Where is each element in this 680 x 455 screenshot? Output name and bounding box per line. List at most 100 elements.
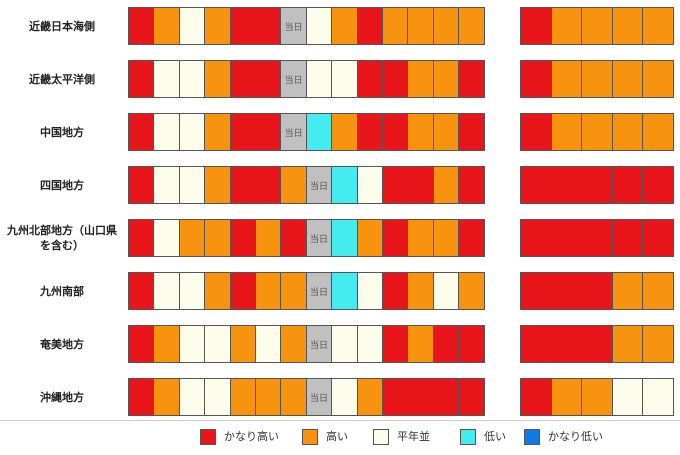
weekly-cell [642,166,674,204]
daily-cell [458,219,485,257]
daily-cell [153,272,180,310]
daily-cell [407,378,434,416]
weekly-cell [642,219,674,257]
daily-cell [305,113,333,151]
daily-cell [432,7,460,45]
region-label: 沖縄地方 [40,390,84,404]
weekly-cell [642,7,674,45]
daily-cell [280,166,307,204]
daily-cell [280,325,307,363]
daily-cell [153,60,180,98]
daily-cell [331,325,358,363]
daily-cell [356,325,383,363]
legend-label-verylow: かなり低い [548,430,603,443]
weekly-cell [581,378,613,416]
daily-cell [229,272,256,310]
daily-cell [305,60,333,98]
daily-cell [204,113,231,151]
weekly-cell [581,166,613,204]
daily-cell [128,325,155,363]
daily-cell [331,60,358,98]
daily-cell [255,60,282,98]
daily-cell [407,219,434,257]
daily-cell [229,60,256,98]
daily-cell [331,272,358,310]
daily-cell [331,7,358,45]
weekly-cell [642,113,674,151]
weekly-cell [611,219,644,257]
daily-cell [178,166,206,204]
region-label: 近畿太平洋側 [29,72,95,86]
weekly-cell [520,219,552,257]
weekly-cell [642,325,674,363]
daily-cell [229,325,256,363]
daily-cell [229,166,256,204]
today-cell: 当日 [305,325,333,363]
daily-cell [280,219,307,257]
daily-cell [458,166,485,204]
weekly-cell [520,378,552,416]
daily-cell [382,325,409,363]
daily-cell [178,60,206,98]
daily-cell [458,7,485,45]
daily-cell [128,272,155,310]
daily-cell [204,325,231,363]
weekly-cell [581,60,613,98]
legend-label-low: 低い [484,430,506,443]
today-label: 当日 [284,75,303,86]
region-label: 四国地方 [40,178,84,192]
daily-cell [204,166,231,204]
daily-cell [178,272,206,310]
daily-cell [178,113,206,151]
daily-cell [229,219,256,257]
weekly-cell [520,272,552,310]
daily-cell [407,60,434,98]
daily-cell [407,325,434,363]
daily-cell [331,166,358,204]
weekly-cell [611,166,644,204]
daily-cell [432,60,460,98]
daily-cell [356,219,383,257]
daily-cell [280,272,307,310]
region-label: 中国地方 [40,125,84,139]
daily-cell [255,272,282,310]
daily-cell [255,219,282,257]
legend-swatch-verylow [524,429,540,445]
daily-cell [382,7,409,45]
legend-label-veryhigh: かなり高い [224,430,279,443]
daily-cell [356,166,383,204]
daily-cell [382,113,409,151]
weekly-cell [581,272,613,310]
legend-label-high: 高い [326,430,348,443]
today-label: 当日 [309,340,328,351]
weekly-cell [550,60,583,98]
daily-cell [458,272,485,310]
weekly-cell [520,325,552,363]
weekly-cell [550,113,583,151]
daily-cell [255,113,282,151]
today-label: 当日 [309,181,328,192]
daily-cell [331,378,358,416]
weekly-cell [520,166,552,204]
weekly-cell [581,325,613,363]
daily-cell [382,378,409,416]
today-label: 当日 [309,234,328,245]
daily-cell [407,272,434,310]
today-cell: 当日 [305,166,333,204]
weekly-cell [611,7,644,45]
daily-cell [331,219,358,257]
daily-cell [153,113,180,151]
daily-cell [178,325,206,363]
daily-cell [153,378,180,416]
daily-cell [178,378,206,416]
today-cell: 当日 [280,113,307,151]
daily-cell [356,272,383,310]
daily-cell [128,60,155,98]
daily-cell [382,60,409,98]
weekly-cell [611,378,644,416]
legend-swatch-veryhigh [200,429,216,445]
daily-cell [204,7,231,45]
weekly-cell [550,166,583,204]
weekly-cell [550,7,583,45]
today-label: 当日 [309,287,328,298]
